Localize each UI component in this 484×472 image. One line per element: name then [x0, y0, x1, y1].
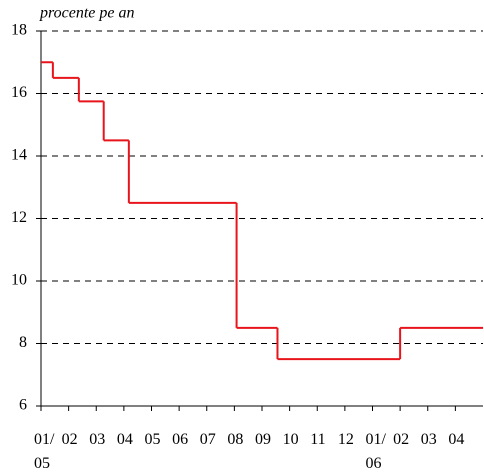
y-tick-label: 14	[11, 147, 27, 164]
x-tick-label: 12	[338, 431, 354, 448]
y-tick-label: 8	[19, 334, 27, 351]
x-tick-label: 03	[89, 431, 105, 448]
x-tick-label: 02	[62, 431, 78, 448]
y-tick-label: 18	[11, 22, 27, 39]
x-tick-label: 07	[200, 431, 216, 448]
x-tick-label: 06	[172, 431, 188, 448]
x-tick-label: 10	[283, 431, 299, 448]
x-tick-label: 09	[255, 431, 271, 448]
y-tick-label: 10	[11, 272, 27, 289]
x-tick-label: 03	[421, 431, 437, 448]
x-tick-label: 01/ 05	[34, 431, 58, 472]
y-axis-label: procente pe an	[39, 5, 134, 22]
x-tick-label: 05	[145, 431, 161, 448]
x-tick-label: 04	[117, 431, 133, 448]
x-tick-label: 11	[310, 431, 325, 448]
x-tick-label: 01/ 06	[366, 431, 390, 472]
x-tick-label: 04	[448, 431, 464, 448]
y-tick-label: 12	[11, 209, 27, 226]
x-tick-label: 02	[393, 431, 409, 448]
x-tick-label: 08	[227, 431, 243, 448]
y-tick-label: 6	[19, 397, 27, 414]
y-tick-label: 16	[11, 84, 27, 101]
